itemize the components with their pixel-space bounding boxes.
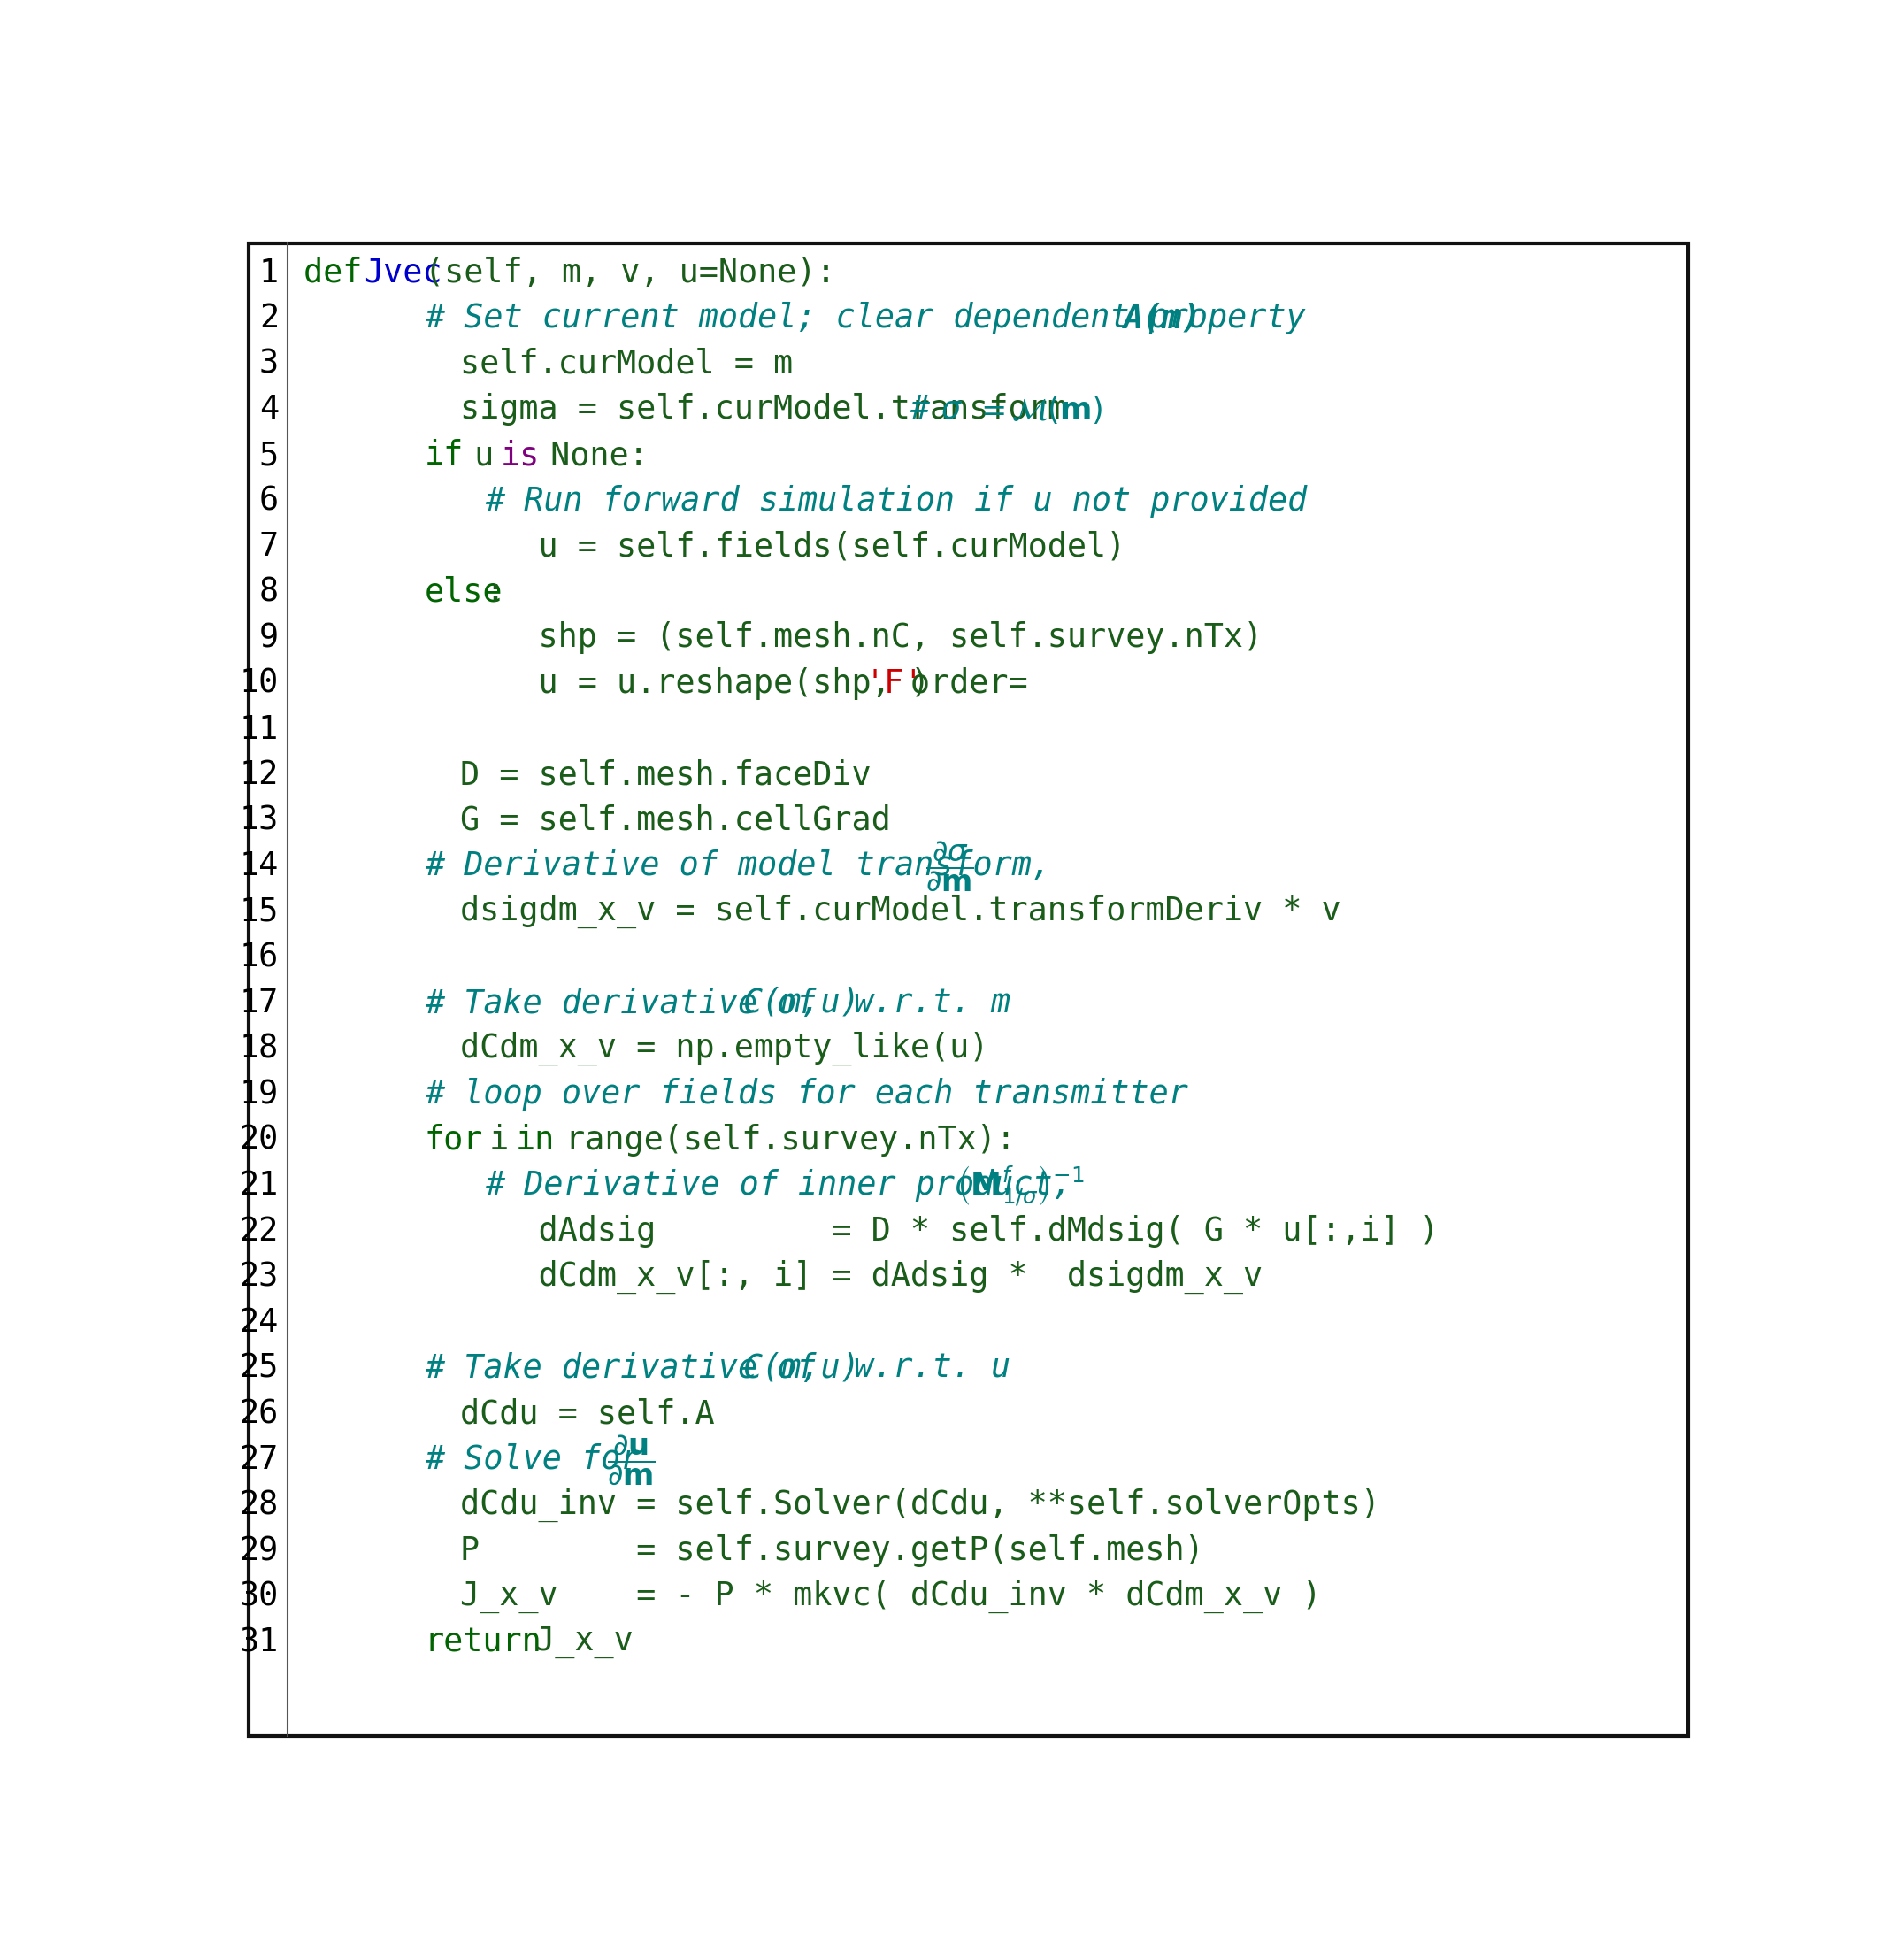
Text: 7: 7 [259,531,280,563]
Text: ): ) [910,666,929,700]
Text: u = self.fields(self.curModel): u = self.fields(self.curModel) [304,531,1126,563]
Text: 3: 3 [259,347,280,380]
Text: dCdu_inv = self.Solver(dCdu, **self.solverOpts): dCdu_inv = self.Solver(dCdu, **self.solv… [304,1488,1381,1523]
Text: dCdu = self.A: dCdu = self.A [304,1397,714,1431]
Text: 18: 18 [240,1033,280,1064]
Text: 9: 9 [259,621,280,655]
Text: w.r.t. m: w.r.t. m [835,986,1011,1019]
Text: in: in [516,1123,555,1156]
Text: 25: 25 [240,1352,280,1384]
Text: 2: 2 [259,302,280,335]
Text: J_x_v: J_x_v [516,1627,633,1658]
Text: # Run forward simulation if u not provided: # Run forward simulation if u not provid… [485,484,1307,517]
Text: dAdsig         = D * self.dMdsig( G * u[:,i] ): dAdsig = D * self.dMdsig( G * u[:,i] ) [304,1215,1439,1249]
Text: 31: 31 [240,1627,280,1658]
Text: # Solve for: # Solve for [425,1443,659,1476]
Text: return: return [425,1627,542,1658]
Text: dCdm_x_v[:, i] = dAdsig *  dsigdm_x_v: dCdm_x_v[:, i] = dAdsig * dsigdm_x_v [304,1260,1262,1294]
Text: # Take derivative of: # Take derivative of [425,986,835,1019]
Text: 21: 21 [240,1170,280,1201]
Text: 1: 1 [259,257,280,288]
Text: 14: 14 [240,851,280,882]
Text: u: u [455,439,514,472]
Text: C(m,u): C(m,u) [742,1352,861,1384]
Text: # loop over fields for each transmitter: # loop over fields for each transmitter [425,1078,1188,1111]
Text: 30: 30 [240,1580,280,1613]
Text: P        = self.survey.getP(self.mesh): P = self.survey.getP(self.mesh) [304,1535,1203,1568]
Text: is: is [501,439,540,472]
Text: 15: 15 [240,896,280,929]
Text: $\;=\;\;$: $\;=\;\;$ [965,394,1005,425]
Text: 17: 17 [240,986,280,1019]
Text: self.curModel = m: self.curModel = m [304,347,793,380]
Text: (self, m, v, u=None):: (self, m, v, u=None): [425,257,835,288]
Text: 13: 13 [240,804,280,837]
Text: $\left(\mathbf{M}^f_{1/\sigma}\right)^{-1}$: $\left(\mathbf{M}^f_{1/\sigma}\right)^{-… [956,1164,1084,1207]
Text: 6: 6 [259,484,280,517]
Text: 20: 20 [240,1123,280,1156]
Text: None:: None: [531,439,648,472]
Text: dCdm_x_v = np.empty_like(u): dCdm_x_v = np.empty_like(u) [304,1031,988,1066]
Text: # Derivative of model transform,: # Derivative of model transform, [425,851,1071,882]
Text: 4: 4 [259,394,280,425]
Text: else: else [425,576,502,610]
Text: 16: 16 [240,941,280,974]
Text: 8: 8 [259,576,280,610]
Text: 12: 12 [240,759,280,792]
Text: # Derivative of inner product,: # Derivative of inner product, [485,1170,1092,1201]
Text: #: # [910,394,948,425]
Text: w.r.t. u: w.r.t. u [835,1352,1011,1384]
Text: $\sigma$: $\sigma$ [941,394,963,425]
Text: 27: 27 [240,1443,280,1476]
Text: 26: 26 [240,1397,280,1431]
Text: $\dfrac{\partial\sigma}{\partial\mathbf{m}}$: $\dfrac{\partial\sigma}{\partial\mathbf{… [926,839,973,894]
Text: C(m,u): C(m,u) [742,986,861,1019]
Text: # Set current model; clear dependent property: # Set current model; clear dependent pro… [425,302,1326,335]
Text: 22: 22 [240,1215,280,1249]
Text: # Take derivative of: # Take derivative of [425,1352,835,1384]
Text: D = self.mesh.faceDiv: D = self.mesh.faceDiv [304,759,871,792]
Text: u = u.reshape(shp, order=: u = u.reshape(shp, order= [304,666,1028,700]
Text: dsigdm_x_v = self.curModel.transformDeriv * v: dsigdm_x_v = self.curModel.transformDeri… [304,896,1341,929]
Text: range(self.survey.nTx):: range(self.survey.nTx): [546,1123,1016,1156]
Text: if: if [425,439,465,472]
Text: 24: 24 [240,1305,280,1339]
Text: :: : [485,576,504,610]
Text: 10: 10 [240,666,280,700]
Text: Jvec: Jvec [365,257,442,288]
Text: $\mathcal{M}(\mathbf{m})$: $\mathcal{M}(\mathbf{m})$ [1013,394,1103,425]
Text: 19: 19 [240,1078,280,1111]
Text: shp = (self.mesh.nC, self.survey.nTx): shp = (self.mesh.nC, self.survey.nTx) [304,621,1262,655]
Text: G = self.mesh.cellGrad: G = self.mesh.cellGrad [304,804,890,837]
Text: J_x_v    = - P * mkvc( dCdu_inv * dCdm_x_v ): J_x_v = - P * mkvc( dCdu_inv * dCdm_x_v … [304,1580,1320,1613]
Text: $\dfrac{\partial\mathbf{u}}{\partial\mathbf{m}}$: $\dfrac{\partial\mathbf{u}}{\partial\mat… [606,1433,655,1486]
Text: i: i [470,1123,529,1156]
Text: A(m): A(m) [1122,302,1201,335]
Text: sigma = self.curModel.transform: sigma = self.curModel.transform [304,394,1086,425]
Text: 11: 11 [240,713,280,745]
Text: 23: 23 [240,1260,280,1294]
Polygon shape [249,243,1687,1737]
Text: 29: 29 [240,1535,280,1568]
Text: for: for [425,1123,484,1156]
Text: def: def [304,257,382,288]
Text: 'F': 'F' [865,666,924,700]
Text: 28: 28 [240,1490,280,1521]
Text: 5: 5 [259,439,280,472]
